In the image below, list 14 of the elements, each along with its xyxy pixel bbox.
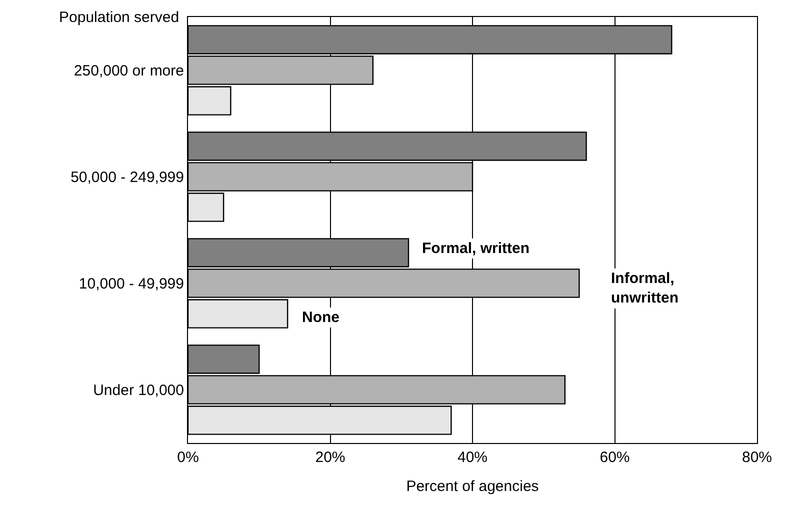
- y-tick-label: Under 10,000: [93, 382, 184, 399]
- series-label: None: [302, 309, 340, 326]
- x-tick-label: 60%: [600, 449, 630, 466]
- y-tick-label: 250,000 or more: [74, 62, 184, 80]
- series-label: Formal, written: [422, 240, 530, 257]
- y-tick-label: 10,000 - 49,999: [78, 276, 184, 292]
- x-axis-title: Percent of agencies: [406, 478, 539, 495]
- x-tick-label: 40%: [457, 449, 488, 466]
- x-tick-label: 0%: [177, 449, 199, 466]
- x-tick-label: 20%: [315, 449, 346, 466]
- text: Informal, unwritten: [611, 270, 678, 306]
- y-axis-title: Population served: [59, 9, 180, 26]
- x-tick-label: 80%: [742, 449, 772, 466]
- y-tick-label: 50,000 - 249,999: [70, 169, 184, 186]
